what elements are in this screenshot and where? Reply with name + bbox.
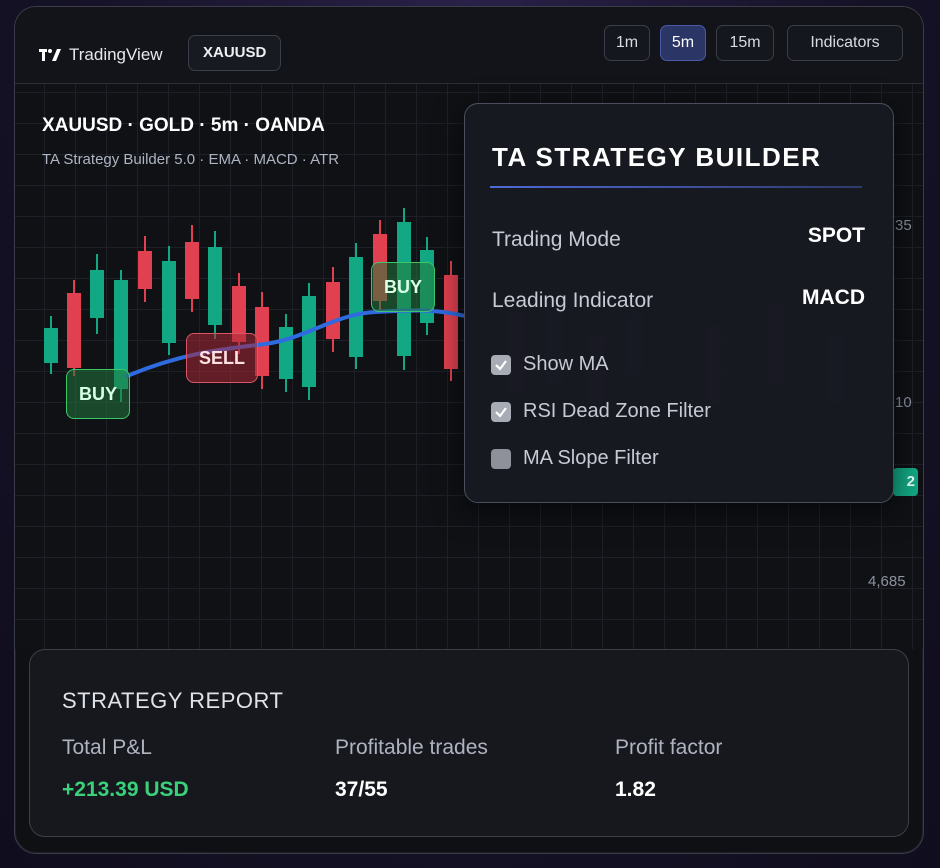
- total-pnl-value: +213.39 USD: [62, 778, 189, 801]
- show-ma-label: Show MA: [523, 353, 609, 375]
- ma-slope-checkbox[interactable]: [491, 448, 511, 469]
- moving-average-line: [125, 308, 467, 378]
- chart-title: XAUUSD · GOLD · 5m · OANDA: [42, 115, 325, 136]
- ma-slope-option[interactable]: MA Slope Filter: [491, 447, 659, 470]
- rsi-dead-zone-option[interactable]: RSI Dead Zone Filter: [491, 400, 711, 423]
- bullish-candle: [208, 247, 222, 325]
- price-axis-label: 10: [895, 394, 912, 411]
- strategy-builder-panel: TA STRATEGY BUILDER Trading Mode SPOT Le…: [464, 103, 894, 503]
- bearish-candle: [138, 251, 152, 289]
- buy-signal-2: BUY: [371, 262, 436, 312]
- indicators-button[interactable]: Indicators: [787, 25, 903, 61]
- builder-title: TA STRATEGY BUILDER: [492, 142, 822, 172]
- ma-slope-label: MA Slope Filter: [523, 447, 659, 469]
- show-ma-checkbox[interactable]: [491, 354, 511, 375]
- profit-factor-label: Profit factor: [615, 736, 723, 759]
- bearish-candle: [255, 307, 269, 376]
- show-ma-option[interactable]: Show MA: [491, 353, 609, 376]
- symbol-chip[interactable]: XAUUSD: [188, 35, 282, 71]
- bearish-candle: [232, 286, 246, 342]
- report-title: STRATEGY REPORT: [62, 688, 284, 713]
- bullish-candle: [302, 296, 316, 387]
- bearish-candle: [67, 293, 81, 368]
- builder-divider: [490, 186, 862, 188]
- leading-indicator-label: Leading Indicator: [492, 289, 654, 312]
- tradingview-logo-icon: [39, 49, 61, 61]
- price-axis-label: 35: [895, 217, 912, 234]
- profitable-trades-label: Profitable trades: [335, 736, 488, 759]
- chart-toolbar: TradingView XAUUSD 1m 5m 15m Indicators: [15, 7, 923, 84]
- strategy-report-panel: STRATEGY REPORT Total P&L +213.39 USD Pr…: [29, 649, 909, 837]
- timeframe-5m-button[interactable]: 5m: [660, 25, 706, 61]
- trading-widget-card: TradingView XAUUSD 1m 5m 15m Indicators …: [14, 6, 924, 854]
- last-price-tag: 2: [893, 468, 918, 496]
- total-pnl-label: Total P&L: [62, 736, 152, 759]
- tradingview-logo[interactable]: TradingView: [39, 45, 163, 65]
- bullish-candle: [114, 280, 128, 389]
- trading-mode-label: Trading Mode: [492, 228, 621, 251]
- profitable-trades-value: 37/55: [335, 778, 388, 801]
- buy-signal-1: BUY: [66, 369, 131, 419]
- bullish-candle: [349, 257, 363, 357]
- bearish-candle: [444, 275, 458, 369]
- bullish-candle: [90, 270, 104, 318]
- bullish-candle: [279, 327, 293, 379]
- price-axis-label: 4,685: [868, 573, 906, 590]
- timeframe-1m-button[interactable]: 1m: [604, 25, 650, 61]
- chart-subtitle: TA Strategy Builder 5.0 · EMA · MACD · A…: [42, 151, 340, 168]
- rsi-dead-zone-label: RSI Dead Zone Filter: [523, 400, 711, 422]
- checkmark-icon: [495, 359, 507, 371]
- bearish-candle: [185, 242, 199, 299]
- bullish-candle: [44, 328, 58, 363]
- bullish-candle: [162, 261, 176, 343]
- leading-indicator-value[interactable]: MACD: [802, 286, 865, 309]
- checkmark-icon: [495, 406, 507, 418]
- logo-text: TradingView: [69, 45, 163, 64]
- rsi-dead-zone-checkbox[interactable]: [491, 401, 511, 422]
- trading-mode-value[interactable]: SPOT: [807, 224, 865, 247]
- sell-signal: SELL: [186, 333, 259, 383]
- timeframe-15m-button[interactable]: 15m: [716, 25, 774, 61]
- bearish-candle: [326, 282, 340, 339]
- profit-factor-value: 1.82: [615, 778, 656, 801]
